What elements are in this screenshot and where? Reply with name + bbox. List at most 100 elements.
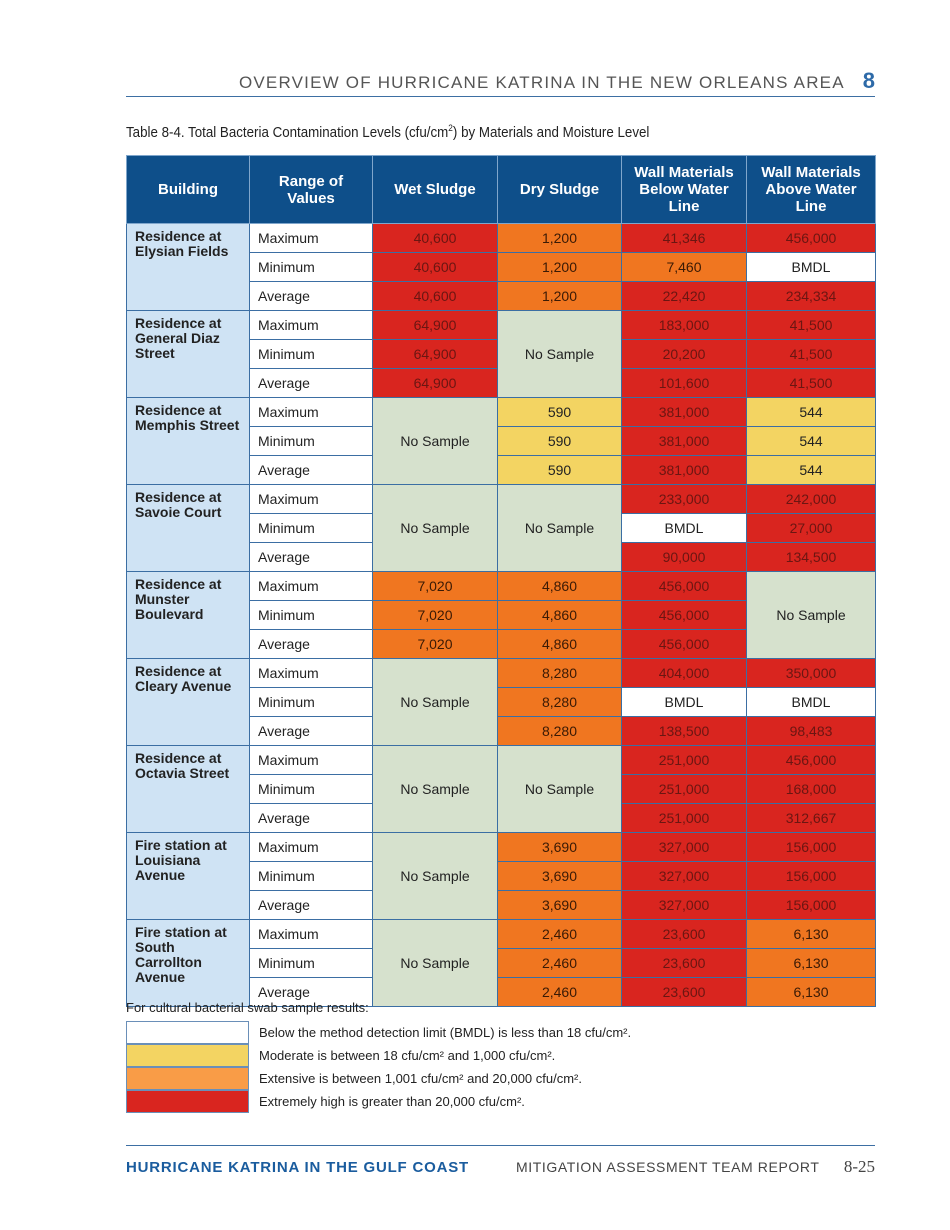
value-cell: 404,000 [621, 658, 747, 688]
range-label: Minimum [249, 948, 373, 978]
value-cell: 312,667 [746, 803, 876, 833]
value-cell: 350,000 [746, 658, 876, 688]
no-sample-cell: No Sample [372, 397, 498, 485]
value-cell: 40,600 [372, 223, 498, 253]
caption-text-end: ) by Materials and Moisture Level [452, 124, 650, 141]
value-cell: 6,130 [746, 948, 876, 978]
value-cell: 90,000 [621, 542, 747, 572]
range-label: Maximum [249, 484, 373, 514]
building-name: Residence at General Diaz Street [126, 310, 250, 398]
caption-text: Table 8-4. Total Bacteria Contamination … [126, 124, 449, 141]
value-cell: 590 [497, 426, 622, 456]
value-cell: 1,200 [497, 281, 622, 311]
legend-swatch [126, 1067, 249, 1090]
table-row: Minimum 3,690 327,000 156,000 [127, 861, 876, 891]
no-sample-cell: No Sample [372, 745, 498, 833]
table-row: Minimum 2,460 23,600 6,130 [127, 948, 876, 978]
value-cell: 8,280 [497, 687, 622, 717]
legend-item: Below the method detection limit (BMDL) … [126, 1021, 631, 1044]
table-row: Average 2,460 23,600 6,130 [127, 977, 876, 1007]
range-label: Maximum [249, 223, 373, 253]
value-cell: BMDL [621, 687, 747, 717]
bacteria-table: Building Range of Values Wet Sludge Dry Slu… [126, 155, 876, 1007]
value-cell: BMDL [621, 513, 747, 543]
value-cell: 40,600 [372, 252, 498, 282]
value-cell: 6,130 [746, 919, 876, 949]
no-sample-cell: No Sample [497, 310, 622, 398]
value-cell: 64,900 [372, 310, 498, 340]
no-sample-cell: No Sample [372, 919, 498, 1007]
building-name: Residence at Munster Boulevard [126, 571, 250, 659]
value-cell: 4,860 [497, 571, 622, 601]
range-label: Average [249, 281, 373, 311]
chapter-number: 8 [862, 68, 875, 93]
footer-title: HURRICANE KATRINA IN THE GULF COAST [126, 1159, 469, 1176]
value-cell: 20,200 [621, 339, 747, 369]
value-cell: 7,020 [372, 571, 498, 601]
value-cell: BMDL [746, 252, 876, 282]
value-cell: 3,690 [497, 861, 622, 891]
value-cell: 23,600 [621, 948, 747, 978]
table-row: Residence at General Diaz Street Maximum 6… [126, 310, 876, 398]
value-cell: 327,000 [621, 890, 747, 920]
table-row: Residence at Munster Boulevard Maximum 7,0… [126, 571, 876, 659]
value-cell: 41,346 [621, 223, 747, 253]
value-cell: 2,460 [497, 948, 622, 978]
value-cell: 381,000 [621, 397, 747, 427]
range-label: Average [249, 455, 373, 485]
legend-swatch [126, 1021, 249, 1044]
value-cell: 156,000 [746, 890, 876, 920]
range-label: Average [249, 977, 373, 1007]
value-cell: 138,500 [621, 716, 747, 746]
table-row: Residence at Cleary Avenue Maximum No Samp… [126, 658, 876, 746]
range-label: Average [249, 542, 373, 572]
table-row: Average 251,000 312,667 [127, 803, 876, 833]
column-header: Dry Sludge [497, 155, 622, 224]
table-header-row: Building Range of Values Wet Sludge Dry Slu… [126, 155, 876, 224]
table-row: Residence at Savoie Court Maximum No Sampl… [126, 484, 876, 572]
legend-item: Moderate is between 18 cfu/cm² and 1,000… [126, 1044, 631, 1067]
legend-item: Extremely high is greater than 20,000 cf… [126, 1090, 631, 1113]
range-label: Minimum [249, 774, 373, 804]
value-cell: 456,000 [746, 745, 876, 775]
legend-text: Extensive is between 1,001 cfu/cm² and 2… [259, 1070, 583, 1086]
value-cell: 134,500 [746, 542, 876, 572]
building-name: Residence at Memphis Street [126, 397, 250, 485]
value-cell: 456,000 [621, 600, 747, 630]
range-label: Average [249, 890, 373, 920]
value-cell: 23,600 [621, 919, 747, 949]
value-cell: 251,000 [621, 774, 747, 804]
no-sample-cell: No Sample [497, 484, 622, 572]
value-cell: 2,460 [497, 919, 622, 949]
value-cell: 41,500 [746, 310, 876, 340]
value-cell: 183,000 [621, 310, 747, 340]
value-cell: 1,200 [497, 223, 622, 253]
running-header: OVERVIEW OF HURRICANE KATRINA IN THE NEW… [126, 68, 875, 93]
table-row: Average 40,600 1,200 22,420 234,334 [127, 281, 876, 311]
value-cell: 156,000 [746, 832, 876, 862]
value-cell: 8,280 [497, 658, 622, 688]
table-row: Average 64,900 101,600 41,500 [127, 368, 876, 398]
range-label: Minimum [249, 426, 373, 456]
legend-text: Extremely high is greater than 20,000 cf… [259, 1093, 525, 1109]
value-cell: 544 [746, 455, 876, 485]
range-label: Average [249, 629, 373, 659]
table-row: Average 590 381,000 544 [127, 455, 876, 485]
table-row: Minimum 8,280 BMDL BMDL [127, 687, 876, 717]
legend-text: Below the method detection limit (BMDL) … [259, 1024, 632, 1040]
value-cell: 456,000 [621, 629, 747, 659]
table-row: Fire station at South Carrollton Avenue M… [126, 919, 876, 1007]
table-row: Minimum 590 381,000 544 [127, 426, 876, 456]
value-cell: 40,600 [372, 281, 498, 311]
table-caption: Table 8-4. Total Bacteria Contamination … [126, 123, 649, 141]
value-cell: 6,130 [746, 977, 876, 1007]
column-header: Range of Values [249, 155, 373, 224]
legend-item: Extensive is between 1,001 cfu/cm² and 2… [126, 1067, 631, 1090]
range-label: Minimum [249, 861, 373, 891]
value-cell: 3,690 [497, 890, 622, 920]
value-cell: BMDL [746, 687, 876, 717]
table-row: Minimum BMDL 27,000 [127, 513, 876, 543]
header-rule [126, 96, 875, 97]
range-label: Maximum [249, 745, 373, 775]
value-cell: 456,000 [621, 571, 747, 601]
